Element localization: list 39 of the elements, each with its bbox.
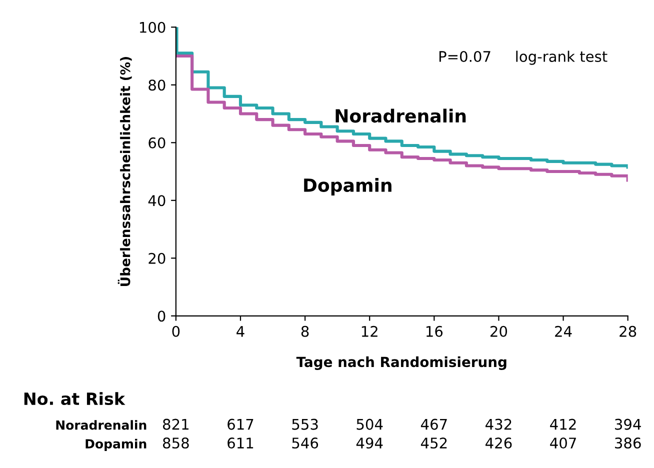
text: 504: [356, 418, 383, 430]
x-tick-label: 8: [301, 326, 309, 337]
text: 821: [162, 418, 188, 430]
text: Noradrenalin: [56, 420, 146, 430]
x-tick-label: 0: [172, 326, 180, 337]
text: 432: [486, 418, 512, 430]
y-tick-label: 60: [148, 137, 166, 148]
text: 467: [420, 418, 447, 430]
text: 412: [550, 418, 576, 430]
y-tick-label: 40: [148, 195, 166, 206]
text: 386: [615, 438, 641, 449]
y-tick-label: 0: [158, 310, 166, 322]
x-tick-label: 16: [426, 326, 443, 337]
series-label: Noradrenalin: [336, 108, 466, 123]
text: 452: [420, 438, 447, 449]
text: 426: [486, 438, 512, 449]
x-tick-label: 24: [555, 326, 572, 337]
text: No. at Risk: [24, 392, 126, 406]
x-axis-title: Tage nach Randomisierung: [296, 356, 506, 370]
y-tick-label: 20: [148, 252, 166, 264]
x-tick-label: 28: [620, 326, 636, 337]
text: Dopamin: [86, 438, 146, 451]
y-tick-label: 100: [140, 22, 166, 33]
x-tick-label: 20: [490, 326, 508, 337]
x-tick-label: 4: [236, 326, 244, 337]
text: 546: [292, 438, 318, 449]
x-tick-label: 12: [362, 326, 378, 337]
text: 858: [162, 438, 189, 449]
annotation: P=0.07: [439, 50, 490, 62]
text: 553: [292, 418, 318, 430]
text: 494: [356, 438, 383, 449]
text: 407: [550, 438, 576, 449]
text: 394: [615, 418, 641, 430]
y-tick-label: 80: [148, 80, 166, 91]
annotation: log-rank test: [516, 50, 608, 65]
series-label: Dopamin: [304, 178, 392, 196]
text: 611: [228, 438, 254, 449]
text: 617: [228, 418, 254, 430]
y-axis-title: Überlenssahrscheinlichkeit (%): [118, 57, 132, 286]
